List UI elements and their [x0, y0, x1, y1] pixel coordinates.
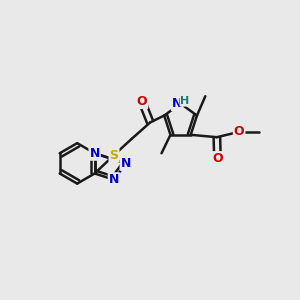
Text: N: N: [172, 97, 182, 110]
Text: N: N: [109, 173, 119, 186]
Text: N: N: [89, 147, 100, 160]
Text: H: H: [180, 96, 190, 106]
Text: S: S: [110, 148, 118, 162]
Text: O: O: [136, 95, 147, 108]
Text: N: N: [121, 157, 131, 170]
Text: O: O: [234, 125, 244, 138]
Text: O: O: [212, 152, 223, 165]
